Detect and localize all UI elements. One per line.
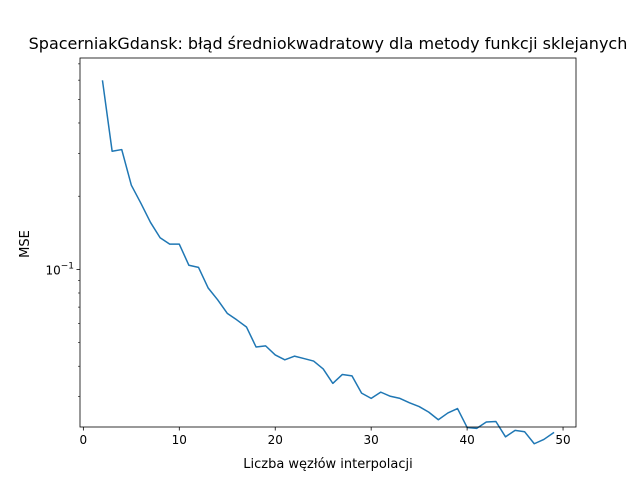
x-tick-label: 20 [268,433,283,447]
x-tick-label: 10 [172,433,187,447]
axes-frame [79,57,577,428]
x-tick-label: 30 [364,433,379,447]
x-tick-label: 0 [80,433,88,447]
y-tick-label: 10−1 [45,261,74,277]
plot-area: 0 10 20 30 40 50 10−1 [45,57,577,447]
x-axis-label: Liczba węzłów interpolacji [243,457,413,472]
chart-title: SpacerniakGdansk: błąd średniokwadratowy… [29,34,628,53]
y-axis-label: MSE [18,230,33,258]
x-tick-label: 40 [459,433,474,447]
x-tick-label: 50 [555,433,570,447]
